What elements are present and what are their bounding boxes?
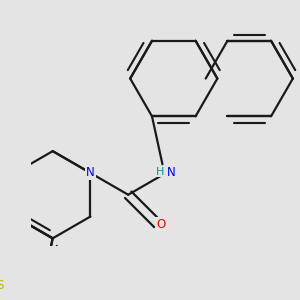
Text: N: N <box>167 167 175 179</box>
Text: H: H <box>155 167 164 176</box>
Text: O: O <box>156 218 166 230</box>
Text: N: N <box>86 167 95 179</box>
Text: S: S <box>0 279 4 292</box>
